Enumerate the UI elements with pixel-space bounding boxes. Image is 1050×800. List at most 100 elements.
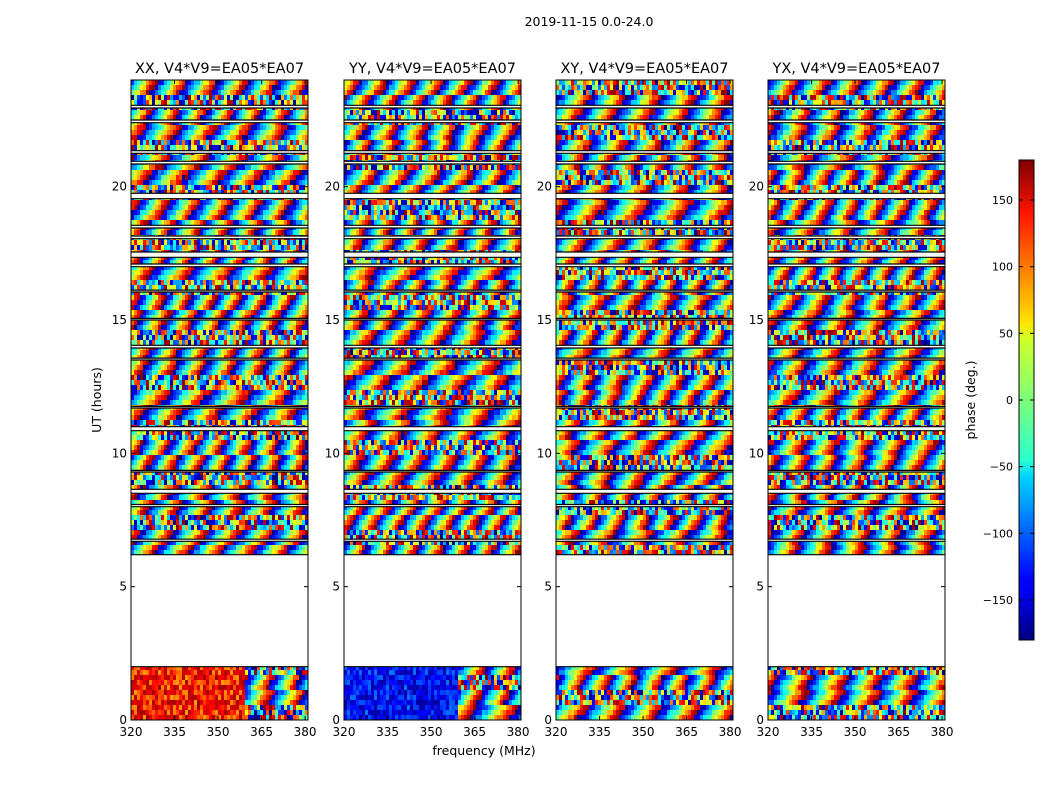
phase-cell xyxy=(188,280,192,286)
phase-cell xyxy=(197,455,201,461)
phase-cell xyxy=(224,100,228,106)
phase-cell xyxy=(275,285,279,291)
phase-cell xyxy=(245,215,249,221)
phase-cell xyxy=(170,300,174,306)
phase-cell xyxy=(251,200,255,206)
phase-cell xyxy=(203,245,207,251)
phase-cell xyxy=(191,85,195,91)
phase-cell xyxy=(140,310,144,316)
phase-cell xyxy=(167,325,171,331)
phase-cell xyxy=(197,115,201,121)
phase-cell xyxy=(239,440,243,446)
phase-cell xyxy=(161,400,165,406)
phase-cell xyxy=(278,260,282,266)
phase-cell xyxy=(224,385,228,391)
phase-cell xyxy=(227,480,231,486)
phase-cell xyxy=(164,155,168,161)
phase-cell xyxy=(257,180,261,186)
phase-cell xyxy=(227,85,231,91)
phase-cell xyxy=(215,190,219,196)
phase-cell xyxy=(227,455,231,461)
phase-cell xyxy=(257,130,261,136)
phase-cell xyxy=(272,330,276,336)
phase-cell xyxy=(143,80,147,86)
phase-cell xyxy=(140,100,144,106)
phase-cell xyxy=(284,305,288,311)
phase-cell xyxy=(179,485,183,491)
phase-cell xyxy=(281,205,285,211)
phase-cell xyxy=(215,240,219,246)
phase-cell xyxy=(197,230,201,236)
phase-cell xyxy=(143,475,147,481)
phase-cell xyxy=(176,495,180,501)
phase-cell xyxy=(170,440,174,446)
phase-cell xyxy=(203,175,207,181)
phase-cell xyxy=(248,455,252,461)
phase-cell xyxy=(224,245,228,251)
phase-cell xyxy=(200,310,204,316)
phase-cell xyxy=(215,130,219,136)
phase-cell xyxy=(257,205,261,211)
phase-cell xyxy=(140,330,144,336)
phase-cell xyxy=(164,275,168,281)
phase-cell xyxy=(278,90,282,96)
phase-cell xyxy=(296,205,300,211)
phase-cell xyxy=(209,100,213,106)
phase-cell xyxy=(281,400,285,406)
phase-cell xyxy=(176,165,180,171)
phase-cell xyxy=(137,295,141,301)
phase-cell xyxy=(236,410,240,416)
phase-cell xyxy=(275,365,279,371)
phase-cell xyxy=(140,185,144,191)
phase-cell xyxy=(275,95,279,101)
phase-cell xyxy=(197,140,201,146)
phase-cell xyxy=(167,85,171,91)
phase-cell xyxy=(251,325,255,331)
phase-cell xyxy=(263,290,267,296)
phase-cell xyxy=(206,330,210,336)
phase-cell xyxy=(134,200,138,206)
phase-cell xyxy=(146,145,150,151)
phase-cell xyxy=(167,335,171,341)
phase-cell xyxy=(167,80,171,86)
phase-cell xyxy=(173,470,177,476)
phase-cell xyxy=(281,370,285,376)
phase-cell xyxy=(140,450,144,456)
phase-cell xyxy=(296,280,300,286)
phase-cell xyxy=(149,455,153,461)
phase-cell xyxy=(191,275,195,281)
phase-cell xyxy=(272,285,276,291)
phase-cell xyxy=(131,325,135,331)
phase-cell xyxy=(134,385,138,391)
phase-cell xyxy=(305,350,309,356)
phase-cell xyxy=(191,165,195,171)
phase-cell xyxy=(233,175,237,181)
phase-cell xyxy=(131,295,135,301)
phase-cell xyxy=(137,95,141,101)
phase-cell xyxy=(185,125,189,131)
phase-cell xyxy=(257,80,261,86)
phase-cell xyxy=(293,365,297,371)
phase-cell xyxy=(260,210,264,216)
phase-cell xyxy=(221,175,225,181)
phase-cell xyxy=(248,470,252,476)
phase-cell xyxy=(272,435,276,441)
phase-cell xyxy=(182,125,186,131)
phase-cell xyxy=(149,475,153,481)
phase-cell xyxy=(299,400,303,406)
phase-cell xyxy=(305,110,309,116)
phase-cell xyxy=(215,270,219,276)
phase-cell xyxy=(149,90,153,96)
phase-cell xyxy=(236,300,240,306)
phase-cell xyxy=(179,200,183,206)
phase-cell xyxy=(224,210,228,216)
phase-cell xyxy=(164,395,168,401)
phase-cell xyxy=(182,470,186,476)
phase-cell xyxy=(167,500,171,506)
phase-cell xyxy=(305,140,309,146)
phase-cell xyxy=(230,360,234,366)
phase-cell xyxy=(245,305,249,311)
phase-cell xyxy=(245,260,249,266)
phase-cell xyxy=(194,485,198,491)
phase-cell xyxy=(203,420,207,426)
